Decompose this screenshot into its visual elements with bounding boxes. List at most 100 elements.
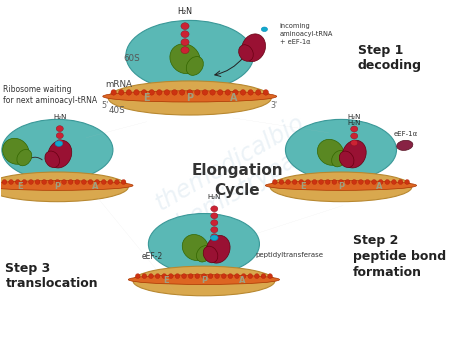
- Ellipse shape: [210, 235, 218, 240]
- Ellipse shape: [211, 234, 218, 240]
- Ellipse shape: [155, 274, 160, 279]
- Text: H₂N: H₂N: [208, 194, 221, 200]
- Text: 5': 5': [102, 101, 109, 110]
- Text: H₂N: H₂N: [347, 114, 361, 120]
- Text: A: A: [92, 182, 99, 191]
- Ellipse shape: [121, 180, 126, 184]
- Ellipse shape: [168, 274, 173, 279]
- Ellipse shape: [181, 31, 189, 37]
- Text: E: E: [143, 93, 150, 103]
- Ellipse shape: [286, 180, 291, 184]
- Ellipse shape: [28, 180, 33, 184]
- Ellipse shape: [332, 150, 346, 167]
- Ellipse shape: [241, 274, 246, 279]
- Ellipse shape: [211, 227, 218, 233]
- Ellipse shape: [342, 140, 366, 168]
- Text: 40S: 40S: [108, 106, 125, 115]
- Ellipse shape: [172, 90, 177, 95]
- Ellipse shape: [162, 274, 166, 279]
- Ellipse shape: [279, 180, 284, 184]
- Ellipse shape: [339, 151, 354, 168]
- Ellipse shape: [233, 90, 238, 95]
- Ellipse shape: [338, 180, 343, 184]
- Ellipse shape: [351, 140, 358, 146]
- Text: E: E: [301, 182, 306, 191]
- Ellipse shape: [228, 274, 233, 279]
- Ellipse shape: [9, 180, 13, 184]
- Ellipse shape: [42, 180, 46, 184]
- Text: P: P: [338, 182, 344, 191]
- Ellipse shape: [62, 180, 66, 184]
- Ellipse shape: [2, 119, 113, 180]
- Ellipse shape: [195, 90, 200, 95]
- Ellipse shape: [111, 90, 116, 95]
- Ellipse shape: [318, 139, 344, 165]
- Ellipse shape: [372, 180, 376, 184]
- Text: Step 2
peptide bond
formation: Step 2 peptide bond formation: [353, 234, 446, 279]
- Ellipse shape: [148, 214, 259, 274]
- Text: eEF-2: eEF-2: [141, 252, 163, 261]
- Ellipse shape: [3, 138, 29, 164]
- Ellipse shape: [103, 91, 277, 102]
- Ellipse shape: [182, 234, 209, 260]
- Ellipse shape: [56, 133, 64, 139]
- Ellipse shape: [285, 119, 397, 180]
- Ellipse shape: [203, 246, 218, 263]
- Text: themedicalbio
chemistrypage: themedicalbio chemistrypage: [148, 108, 326, 241]
- Ellipse shape: [141, 90, 147, 95]
- Ellipse shape: [188, 274, 193, 279]
- Ellipse shape: [68, 180, 73, 184]
- Text: incoming
aminoacyl-tRNA
+ eEF-1α: incoming aminoacyl-tRNA + eEF-1α: [280, 23, 333, 45]
- Ellipse shape: [55, 141, 63, 146]
- Ellipse shape: [15, 180, 20, 184]
- Text: 60S: 60S: [123, 54, 140, 63]
- Ellipse shape: [108, 81, 271, 115]
- Ellipse shape: [351, 126, 358, 132]
- Ellipse shape: [136, 274, 140, 279]
- Ellipse shape: [0, 172, 128, 202]
- Ellipse shape: [101, 180, 106, 184]
- Ellipse shape: [325, 180, 330, 184]
- Ellipse shape: [306, 180, 310, 184]
- Ellipse shape: [195, 274, 200, 279]
- Ellipse shape: [156, 90, 162, 95]
- Text: 3': 3': [271, 101, 278, 110]
- Ellipse shape: [210, 90, 215, 95]
- Ellipse shape: [196, 246, 211, 262]
- Text: H₂N: H₂N: [177, 7, 192, 16]
- Ellipse shape: [248, 274, 253, 279]
- Ellipse shape: [175, 274, 180, 279]
- Ellipse shape: [45, 151, 60, 168]
- Ellipse shape: [398, 180, 403, 184]
- Ellipse shape: [242, 34, 265, 62]
- Text: peptidyltransferase: peptidyltransferase: [255, 252, 323, 258]
- Ellipse shape: [225, 90, 230, 95]
- Text: Ribosome waiting
for next aminoacyl-tRNA: Ribosome waiting for next aminoacyl-tRNA: [3, 85, 97, 105]
- Text: P: P: [55, 182, 61, 191]
- Ellipse shape: [142, 274, 147, 279]
- Text: P: P: [201, 276, 207, 286]
- Ellipse shape: [345, 180, 350, 184]
- Ellipse shape: [238, 45, 253, 61]
- Ellipse shape: [56, 140, 64, 146]
- Ellipse shape: [208, 274, 213, 279]
- Ellipse shape: [351, 133, 358, 139]
- Ellipse shape: [181, 39, 189, 46]
- Text: eEF-1α: eEF-1α: [394, 131, 419, 137]
- Ellipse shape: [358, 180, 363, 184]
- Ellipse shape: [134, 90, 139, 95]
- Ellipse shape: [265, 181, 417, 190]
- Ellipse shape: [255, 90, 261, 95]
- Ellipse shape: [181, 23, 189, 29]
- Ellipse shape: [365, 180, 370, 184]
- Ellipse shape: [75, 180, 80, 184]
- Ellipse shape: [202, 90, 208, 95]
- Ellipse shape: [170, 44, 200, 74]
- Ellipse shape: [332, 180, 337, 184]
- Ellipse shape: [392, 180, 396, 184]
- Text: H₂N: H₂N: [347, 120, 361, 126]
- Ellipse shape: [211, 206, 218, 212]
- Ellipse shape: [273, 180, 277, 184]
- Text: P: P: [186, 93, 193, 103]
- Ellipse shape: [292, 180, 297, 184]
